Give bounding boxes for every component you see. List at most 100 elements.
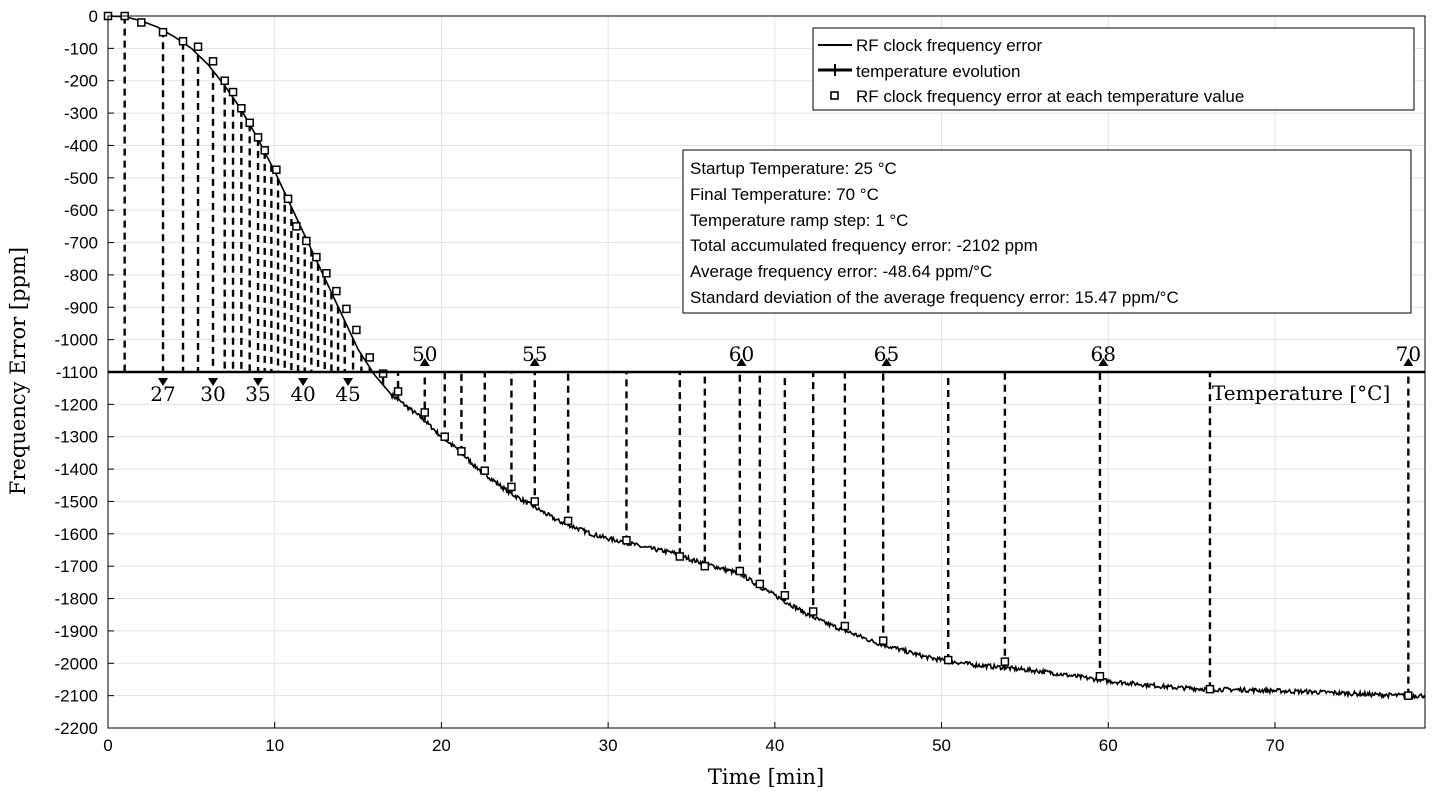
- y-tick-label: -1700: [55, 557, 98, 576]
- legend-marker-sample: [830, 91, 839, 100]
- y-tick-label: -1100: [56, 363, 98, 382]
- temperature-marker: [137, 18, 146, 27]
- temperature-marker: [700, 561, 710, 571]
- tick-labels: 0 10 20 30 40 50 60 70 0 -100 -200 -300 -400 -500 -600…: [55, 7, 1285, 755]
- temperature-marker: [322, 269, 331, 278]
- temperature-marker: [1095, 671, 1105, 681]
- temperature-marker: [780, 591, 790, 600]
- legend-item-markers: RF clock frequency error at each tempera…: [856, 87, 1244, 106]
- temperature-arrow-up: [881, 358, 892, 366]
- temperature-marker: [393, 387, 403, 396]
- y-tick-label: -1200: [55, 395, 98, 414]
- temperature-marker: [1000, 657, 1010, 666]
- temperature-axis: 27 30 35 40 45 50 55 60 65 68 70: [108, 342, 1425, 406]
- legend-box: [812, 27, 1415, 111]
- info-total-error: Total accumulated frequency error: -2102…: [690, 236, 1038, 255]
- y-tick-label: -800: [64, 266, 98, 285]
- temperature-arrow-up: [419, 358, 430, 366]
- temperature-tick-label: 27: [150, 382, 175, 406]
- temperature-marker: [840, 621, 850, 631]
- y-tick-label: -1400: [55, 460, 98, 479]
- y-tick-label: -1300: [55, 428, 98, 447]
- temperature-tick-label: 70: [1396, 342, 1421, 366]
- temperature-arrow-up: [529, 358, 540, 366]
- x-tick-label: 70: [1266, 736, 1285, 755]
- temperature-marker: [878, 636, 888, 645]
- temperature-marker: [352, 325, 361, 335]
- temperature-marker: [507, 482, 516, 492]
- temperature-marker: [1404, 691, 1413, 700]
- y-tick-label: -500: [64, 169, 98, 188]
- y-tick-label: -1500: [55, 492, 98, 511]
- temperature-arrow-up: [1403, 358, 1414, 366]
- temperature-marker: [1205, 684, 1215, 694]
- temperature-arrow-down: [158, 378, 169, 386]
- x-axis-label: Time [min]: [708, 765, 824, 789]
- temperature-marker: [365, 353, 374, 362]
- temperature-marker: [563, 516, 573, 526]
- y-tick-label: -700: [64, 234, 98, 253]
- temperature-marker: [420, 408, 429, 417]
- y-tick-label: -200: [64, 72, 98, 91]
- y-tick-label: -1900: [55, 622, 98, 641]
- y-tick-label: -1000: [55, 331, 98, 350]
- info-ramp-step: Temperature ramp step: 1 °C: [690, 211, 908, 230]
- temperature-arrow-up: [736, 358, 747, 366]
- info-startup-temperature: Startup Temperature: 25 °C: [690, 159, 897, 178]
- temperature-tick-label: 55: [522, 342, 547, 366]
- temperature-marker: [735, 566, 745, 576]
- x-tick-label: 50: [932, 736, 951, 755]
- temperature-tick-label: 68: [1091, 342, 1116, 366]
- temperature-tick-label: 50: [412, 342, 437, 366]
- x-tick-label: 30: [599, 736, 618, 755]
- temperature-marker: [253, 133, 263, 142]
- temperature-marker: [245, 118, 254, 128]
- legend: RF clock frequency error temperature evo…: [812, 27, 1415, 111]
- temperature-marker: [457, 447, 466, 456]
- temperature-tick-label: 30: [200, 382, 225, 406]
- temperature-arrow-down: [208, 378, 219, 386]
- temperature-marker: [283, 194, 293, 204]
- temperature-marker: [237, 103, 246, 113]
- temperature-marker: [808, 607, 818, 616]
- temperature-marker: [622, 536, 631, 545]
- y-tick-label: -1600: [55, 525, 98, 544]
- y-tick-label: -600: [64, 201, 98, 220]
- plot-frame: [107, 15, 1426, 729]
- temperature-marker: [272, 165, 281, 174]
- temperature-marker: [260, 146, 269, 155]
- y-tick-label: -2000: [55, 654, 98, 673]
- frequency-error-curve: [108, 15, 1426, 700]
- temperature-marker: [332, 286, 341, 296]
- temperature-marker: [220, 76, 229, 85]
- temperature-marker: [530, 497, 540, 506]
- temperature-marker: [675, 552, 685, 561]
- y-tick-label: -1800: [55, 590, 98, 609]
- x-tick-label: 20: [432, 736, 451, 755]
- info-box-frame: [682, 149, 1412, 314]
- info-final-temperature: Final Temperature: 70 °C: [690, 185, 879, 204]
- temperature-tick-label: 45: [335, 382, 360, 406]
- x-tick-label: 40: [765, 736, 784, 755]
- temperature-marker: [158, 27, 168, 37]
- frequency-error-line: [108, 15, 1426, 700]
- temperature-marker: [480, 466, 490, 475]
- temperature-marker: [178, 36, 188, 46]
- x-tick-label: 0: [103, 736, 112, 755]
- legend-item-frequency-error: RF clock frequency error: [856, 36, 1042, 55]
- info-average-error: Average frequency error: -48.64 ppm/°C: [690, 262, 992, 281]
- temperature-marker: [440, 432, 450, 441]
- y-tick-label: -400: [64, 136, 98, 155]
- temperature-arrow-up: [1098, 358, 1109, 366]
- axes: [107, 15, 1426, 729]
- y-tick-label: -100: [64, 39, 98, 58]
- y-tick-label: -300: [64, 104, 98, 123]
- temperature-step-lines: [123, 16, 1410, 696]
- legend-item-temperature: temperature evolution: [856, 62, 1020, 81]
- temperature-tick-label: 65: [874, 342, 899, 366]
- temperature-marker: [342, 304, 351, 314]
- temperature-arrow-down: [253, 378, 264, 386]
- y-tick-label: -900: [64, 298, 98, 317]
- temperature-axis-label: Temperature [°C]: [1212, 381, 1390, 405]
